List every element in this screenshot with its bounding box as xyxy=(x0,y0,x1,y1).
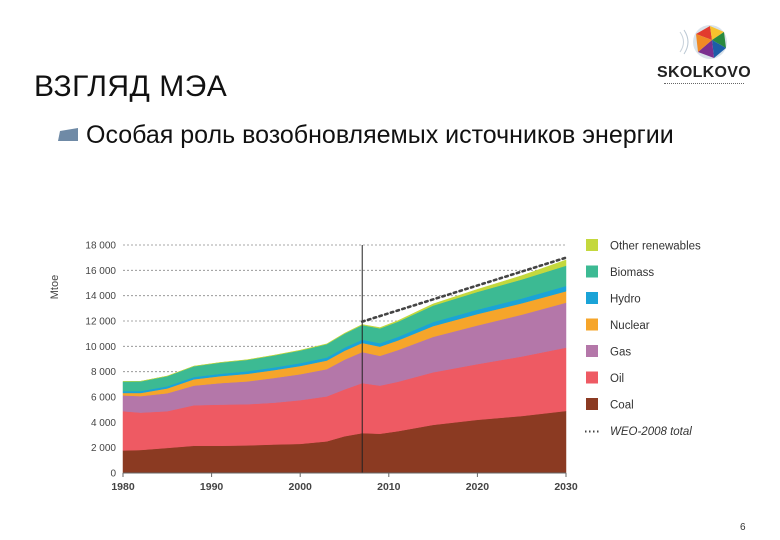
overlay-layer xyxy=(360,245,568,473)
logo-globe-icon xyxy=(679,25,727,59)
axis-layer: 0 2 000 4 000 6 000 8 000 10 000 12 000 14 000 1… xyxy=(49,241,578,494)
x-tick-label: 2010 xyxy=(377,481,401,493)
y-tick-label: 8 000 xyxy=(91,367,116,378)
legend-swatch-gas xyxy=(586,345,598,357)
y-tick-label: 12 000 xyxy=(85,317,116,328)
x-tick-label: 2020 xyxy=(466,481,490,493)
y-tick-label: 18 000 xyxy=(85,241,116,252)
slide-title: ВЗГЛЯД МЭА xyxy=(34,70,228,103)
y-tick-label: 10 000 xyxy=(85,342,116,353)
legend-label: Hydro xyxy=(610,294,641,306)
legend-label: Biomass xyxy=(610,267,654,279)
legend-swatch-nuclear xyxy=(586,318,598,331)
logo-text: SKOLKOVO xyxy=(657,64,751,81)
y-tick-label: 2 000 xyxy=(91,443,116,454)
x-tick-label: 1980 xyxy=(111,481,135,493)
y-tick-label: 4 000 xyxy=(91,418,116,429)
energy-demand-chart: 0 2 000 4 000 6 000 8 000 10 000 12 000 14 000 1… xyxy=(40,232,730,502)
bullet-text: Особая роль возобновляемых источников эн… xyxy=(86,121,674,149)
y-tick-label: 16 000 xyxy=(85,266,116,277)
area-layer xyxy=(122,259,567,474)
skolkovo-logo: SKOLKOVO xyxy=(654,22,754,94)
x-tick-label: 1990 xyxy=(200,481,224,493)
legend-label: WEO-2008 total xyxy=(610,426,692,438)
legend-swatch-hydro xyxy=(586,292,598,304)
area-other_renewables xyxy=(122,259,567,382)
legend-label: Nuclear xyxy=(610,320,650,332)
legend-swatch-biomass xyxy=(586,265,598,278)
x-tick-label: 2030 xyxy=(554,481,578,493)
y-tick-label: 14 000 xyxy=(85,291,116,302)
y-axis-label: Mtoe xyxy=(49,275,61,299)
bullet-marker-icon xyxy=(58,128,78,141)
total-line xyxy=(360,256,568,323)
legend-swatch-coal xyxy=(586,398,598,410)
chart-svg: 0 2 000 4 000 6 000 8 000 10 000 12 000 14 000 1… xyxy=(49,239,701,494)
legend-label: Coal xyxy=(610,400,634,412)
x-tick-label: 2000 xyxy=(289,481,313,493)
legend-label: Oil xyxy=(610,373,624,385)
logo-tagline xyxy=(664,83,744,86)
legend-swatch-oil xyxy=(586,371,598,384)
y-tick-label: 0 xyxy=(110,469,116,480)
page-number: 6 xyxy=(740,522,746,533)
legend-label: Gas xyxy=(610,347,631,359)
legend-layer: Other renewables Biomass Hydro Nuclear Gas Oi… xyxy=(585,239,701,438)
legend-swatch-other_renewables xyxy=(586,239,598,251)
legend-label: Other renewables xyxy=(610,241,701,253)
y-tick-label: 6 000 xyxy=(91,393,116,404)
bullet-marker-shape xyxy=(58,128,78,141)
